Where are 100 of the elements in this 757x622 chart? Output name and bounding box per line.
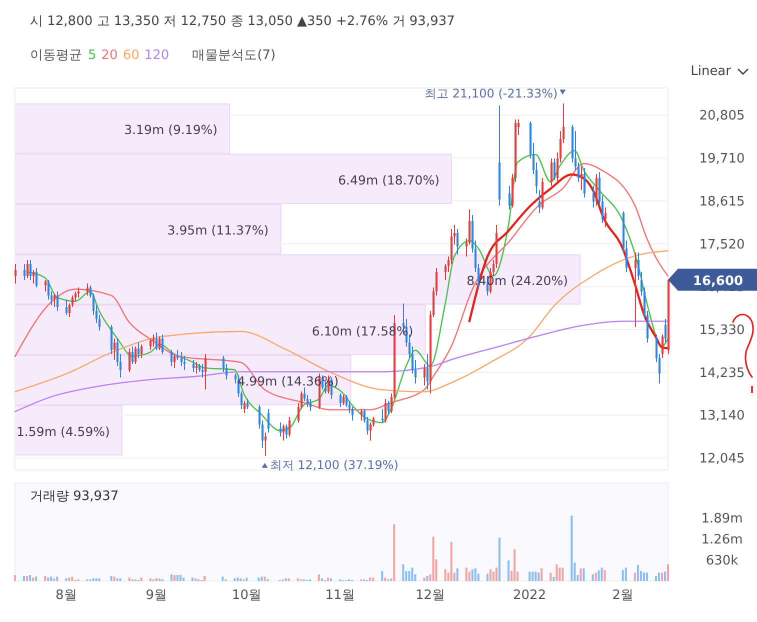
bar [532,572,534,581]
bar [35,576,38,581]
bar [426,576,428,581]
bar [92,578,94,581]
annotation: 거래량 93,937 [30,489,119,504]
candlestick [288,416,290,437]
candlestick [180,352,182,366]
bar [654,576,657,581]
bar [667,564,669,581]
bar [110,576,112,581]
text: 20 [101,48,118,63]
bar [486,574,488,581]
candlestick [162,334,164,355]
data-label: 3.95m (11.37%) [167,222,269,238]
candlestick [128,348,130,372]
candlestick [184,356,186,370]
y-tick-label: 15,330 [699,322,745,338]
data-label: 3.19m (9.19%) [124,122,218,138]
data-label: 6.49m (18.70%) [338,172,440,188]
bar [423,578,426,581]
bar [155,578,158,581]
x-tick-label: 11월 [325,588,355,603]
text: 120 [144,48,170,63]
bar [489,569,492,581]
bar [158,578,160,581]
bar [14,575,16,581]
bar [47,578,50,581]
candlestick [66,298,68,316]
line-series [14,320,669,412]
bar [176,575,178,581]
candlestick [550,158,552,186]
candlestick [538,189,540,214]
data-label: 1.59m (4.59%) [16,424,110,439]
bar [580,568,582,581]
candlestick [192,360,194,372]
candlestick [584,168,586,198]
candlestick [174,354,176,368]
bar [600,568,603,581]
bar [570,516,573,581]
bar [528,572,531,581]
bar [432,536,434,581]
y-tick-label: 18,615 [699,194,745,210]
candlestick [664,318,666,343]
bar [468,572,470,581]
candlestick [152,334,154,347]
bar [552,577,555,581]
candlestick [24,264,26,280]
candlestick [268,408,270,433]
y-tick-label: 1.89m [701,512,743,526]
y-tick-label: 12,045 [699,452,745,467]
bar [330,578,332,581]
candlestick [244,400,246,414]
candlestick [554,158,556,180]
line-series [14,250,669,392]
bar [604,570,606,581]
bar [495,568,498,581]
y-tick-label: 17,520 [699,237,745,252]
candlestick [196,361,198,374]
candlestick [286,424,288,439]
x-tick-label: 2월 [612,588,634,603]
candlestick [388,400,390,416]
bar [113,576,116,581]
candlestick [176,350,178,361]
bar [592,574,594,581]
bar [622,570,624,581]
bar [95,578,98,581]
bar [140,578,142,581]
bar [240,578,242,581]
candlestick [170,350,172,366]
candlestick [202,363,204,378]
chart-title: 매물분석도(7) [192,48,276,63]
bar [296,578,299,581]
bar [562,568,564,581]
bar [180,575,182,581]
bar [98,578,100,581]
bar [450,542,452,581]
candlestick [110,324,112,355]
bar [384,578,386,581]
candlestick [456,228,458,255]
bar [44,576,46,581]
bar [222,576,224,581]
bar [65,578,68,581]
candlestick [26,260,28,278]
bar [372,578,374,581]
annotation: 최저 12,100 (37.19%) [270,458,399,472]
annotation: 최고 21,100 (-21.33%) [424,86,558,101]
bar [582,568,585,581]
candlestick [134,346,136,364]
candlestick [44,279,46,292]
candlestick [282,424,284,441]
candlestick [86,283,88,296]
bar [594,572,597,581]
bar [624,568,627,581]
candlestick [14,264,16,284]
bar [234,578,236,581]
y-tick-label: 630k [706,554,739,568]
candlestick [360,408,362,422]
bar [465,568,468,581]
bar [56,576,58,581]
bar [149,578,152,581]
